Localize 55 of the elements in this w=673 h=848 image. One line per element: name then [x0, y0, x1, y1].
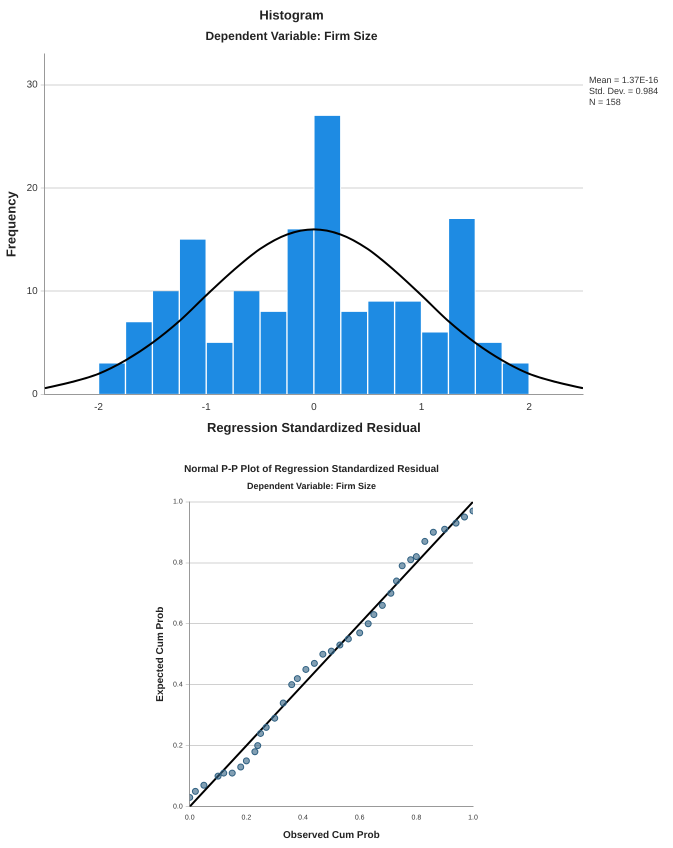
point: [407, 556, 414, 564]
point: [370, 611, 378, 618]
point: [336, 642, 344, 649]
x-tick-label: 0: [311, 402, 318, 414]
point: [344, 635, 352, 642]
text: N = 158: [589, 96, 621, 107]
point: [356, 629, 364, 636]
point: [378, 602, 386, 609]
point: [319, 650, 326, 658]
point: [328, 648, 335, 655]
point: [237, 763, 244, 770]
chart-subtitle: Dependent Variable: Firm Size: [246, 480, 376, 491]
y-tick-label: 20: [26, 182, 38, 194]
y-tick-label: 10: [26, 286, 38, 297]
x-axis-title: Regression Standardized Residual: [206, 420, 421, 435]
y-axis-title: Expected Cum Prob: [154, 606, 166, 702]
x-tick-label: 1: [418, 402, 425, 414]
point: [257, 730, 264, 737]
point: [288, 681, 296, 688]
point: [251, 748, 258, 756]
point: [412, 553, 420, 560]
point: [441, 526, 448, 533]
point: [364, 620, 372, 628]
chart-subtitle: Dependent Variable: Firm Size: [205, 29, 378, 44]
chart-title: Normal P-P Plot of Regression Standardized Residual: [184, 464, 440, 475]
point: [393, 578, 400, 585]
point: [262, 724, 270, 731]
point: [398, 562, 406, 570]
point: [254, 742, 262, 750]
point: [220, 770, 228, 777]
point: [192, 788, 199, 795]
point: [294, 675, 301, 682]
point: [271, 714, 278, 722]
y-tick-label: 30: [26, 80, 38, 91]
point: [200, 782, 208, 789]
chart-title: Histogram: [259, 7, 324, 22]
point: [302, 666, 310, 673]
point: [387, 590, 394, 597]
point: [280, 699, 287, 706]
point: [430, 528, 437, 536]
y-tick-label: 0: [32, 389, 38, 400]
point: [421, 538, 428, 545]
point: [242, 757, 250, 764]
text: Mean = 1.37E-16: [589, 74, 658, 85]
point: [228, 770, 236, 777]
point: [452, 520, 460, 527]
point: [461, 514, 468, 521]
x-axis-title: Observed Cum Prob: [283, 830, 380, 841]
x-tick-label: 2: [526, 402, 532, 414]
y-axis-title: Frequency: [3, 190, 18, 258]
text: Std. Dev. = 0.984: [589, 86, 658, 96]
point: [214, 772, 222, 780]
x-tick-label: -1: [202, 402, 212, 414]
point: [310, 660, 318, 667]
x-tick-label: -2: [94, 402, 104, 414]
